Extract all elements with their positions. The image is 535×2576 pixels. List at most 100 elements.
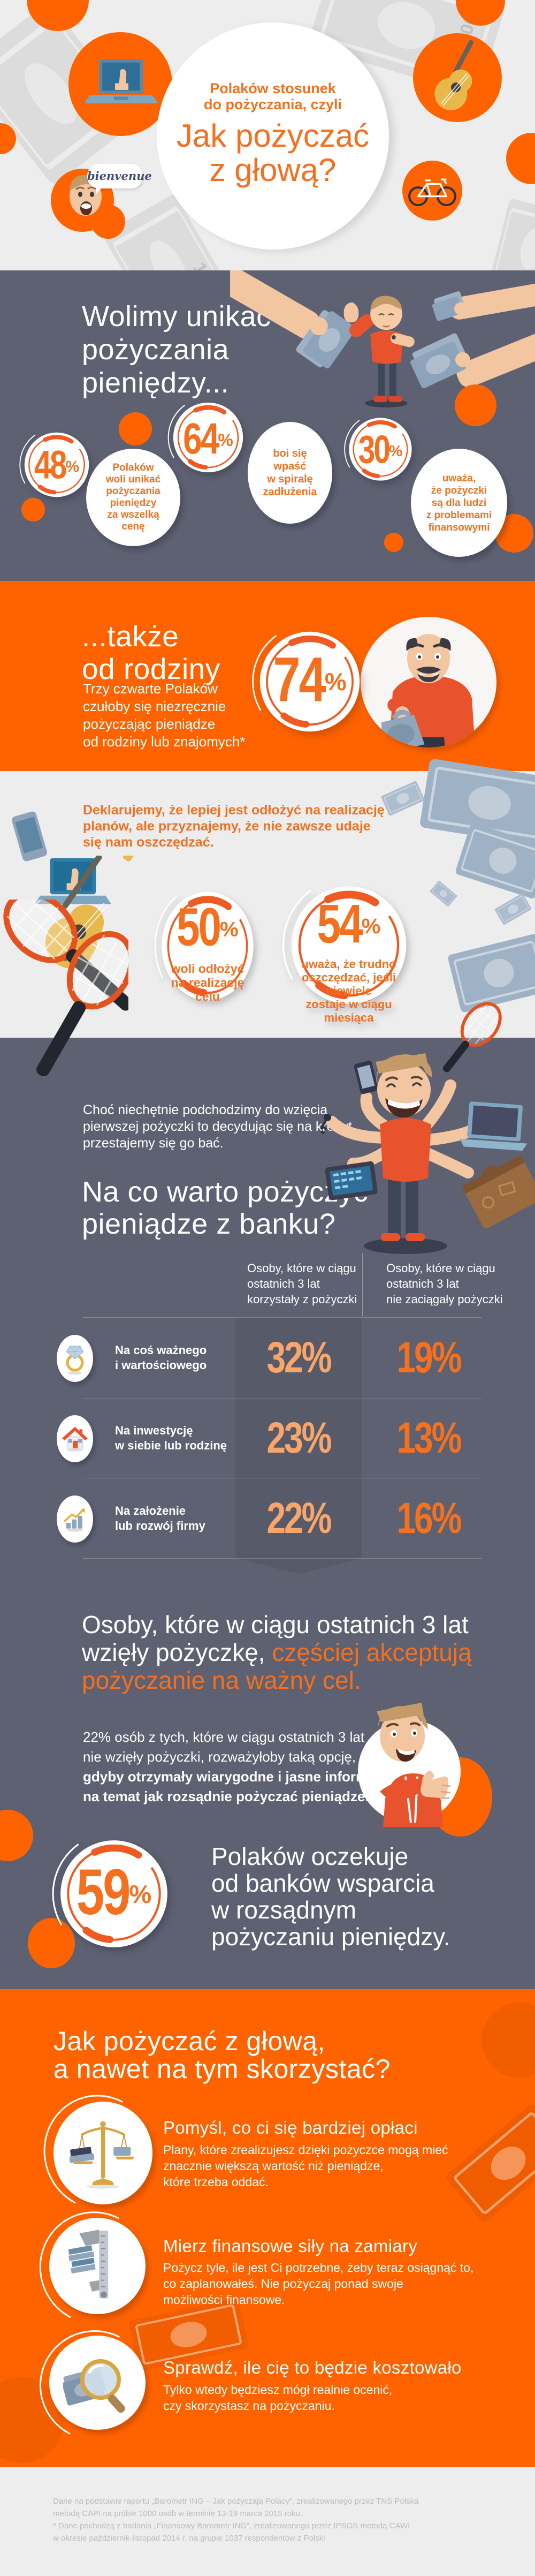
orange-dot-decoration [21,498,45,522]
stat-59-circle: 59% [49,1829,179,1959]
stat-50-percent: % [220,918,239,941]
accept-heading-line3: pożyczanie na ważny cel. [82,1666,361,1694]
bank-intro: Choć niechętnie podchodzimy do wzięcia p… [83,1102,356,1151]
stat-54-circle: 54% uważa, że trudno oszczędzać, jeśli n… [279,874,418,1024]
hand-offering-money [230,270,356,368]
business-growth-icon [63,1508,86,1532]
stat-48-description: Polaków woli unikać pożyczania pieniędzy… [86,449,180,546]
table-row-icon [57,1415,93,1462]
table-col1-header: Osoby, które w ciągu ostatnich 3 lat kor… [247,1261,357,1306]
header-section: 100 100 [0,0,535,270]
title-small-line2: do pożyczania, czyli [203,96,342,112]
orange-dot-decoration [119,412,152,445]
table-row-icon [57,1335,93,1382]
footer-section-bg [0,2467,535,2576]
tip-icon-circle [49,2218,146,2314]
stat-74-circle: 74% [249,621,370,742]
footer-source-note-2: * Dane pochodzą z badania „Finansowy Bar… [53,2521,410,2543]
orange-circle-decoration [506,133,535,184]
table-row-col2-value: 16% [396,1493,462,1543]
smartphone-icon [12,811,47,862]
table-highlight-chevron [235,1558,362,1574]
stat-30-circle: 30% [342,411,418,487]
tip-body: Pożycz tyle, ile jest Ci potrzebne, żeby… [163,2261,474,2307]
laptop-thumbsup-icon [84,59,158,103]
stat-74-percent: % [324,668,347,696]
table-row-col1-value: 23% [266,1412,332,1463]
tip-title: Sprawdź, ile cię to będzie kosztowało [163,2358,462,2377]
refusing-man [343,296,415,408]
hand-offering-money [432,283,535,321]
orange-dot-decoration [455,384,496,426]
stat-50-value: 50 [177,896,221,957]
accept-paragraph: 22% osób z tych, które w ciągu ostatnich… [83,1729,395,1804]
tips-heading: Jak pożyczać z głową, a nawet na tym sko… [54,2026,391,2084]
title-big-line2: z głową? [209,152,337,188]
orange-dot-decoration [384,533,403,552]
accept-heading-line2: wzięły pożyczkę, częściej akceptują [82,1638,472,1666]
table-row-label: Na inwestycję w siebie lub rodzinę [115,1424,227,1452]
guitar-icon [434,40,474,110]
accept-heading-line1: Osoby, które w ciągu ostatnich 3 lat [82,1611,469,1638]
stat-59-text: Polaków oczekuje od banków wsparcia w ro… [211,1842,450,1951]
table-row-col2-value: 19% [396,1332,462,1383]
table-row-col1-value: 22% [266,1493,332,1543]
tip-title: Mierz finansowe siły na zamiary [163,2236,418,2256]
tip-body: Plany, które zrealizujesz dzięki pożyczc… [163,2143,448,2189]
multitasking-man-illustration [320,1002,535,1254]
bank-heading: Na co warto pożyczyć pieniądze z banku? [82,1176,369,1240]
avoid-heading: Wolimy unikać pożyczania pieniędzy... [82,300,271,399]
table-row-label: Na coś ważnego i wartościowego [115,1343,207,1372]
speech-bubble-text: bienvenue [87,169,152,183]
stat-64-circle: 64% [166,395,250,480]
stat-59-value: 59 [76,1856,131,1928]
tip-body: Tylko wtedy będziesz mógł realnie ocenić… [163,2383,393,2413]
table-row-icon [57,1495,93,1543]
stat-74-value: 74 [273,645,326,715]
stat-64-description: boi się wpaść w spiralę zadłużenia [248,422,332,524]
table-divider [83,1317,482,1318]
bicycle-icon [408,178,456,207]
stat-64-percent: % [218,430,233,450]
stat-48-circle: 48% [18,426,96,504]
stat-30-percent: % [389,442,403,460]
laptop-thumbsup-circle [68,32,172,136]
table-highlight-column [235,1317,362,1558]
tip-icon-circle [49,2336,146,2430]
table-divider [83,1558,482,1559]
guitar-circle [413,33,502,122]
tennis-rackets-illustration [0,900,128,1076]
stat-54-value: 54 [317,893,363,955]
house-icon [62,1426,88,1452]
scales-icon [70,2121,135,2189]
bicycle-circle [402,161,462,221]
stat-54-percent: % [361,915,381,939]
thumbsup-man-illustration [358,1703,461,1827]
stat-30-description: uważa, że pożyczki są dla ludzi z proble… [411,449,507,557]
stat-50-circle: 50% woli odłożyć na realizację celu [152,880,263,1012]
title-block: Polaków stosunek do pożyczania, czyli Ja… [157,80,389,187]
hand-offering-money [410,330,535,389]
accept-heading: Osoby, które w ciągu ostatnich 3 lat wzi… [82,1611,472,1694]
magnifier-icon [63,2359,125,2413]
speech-bubble [87,164,143,188]
caliper-icon [68,2229,109,2298]
stat-30-value: 30 [358,428,391,472]
title-small-line1: Polaków stosunek [210,80,336,96]
banknote-decoration [487,197,535,270]
title-big-line1: Jak pożyczać [176,118,370,154]
table-col2-header: Osoby, które w ciągu ostatnich 3 lat nie… [386,1261,503,1306]
speech-bubble-tail [96,186,103,194]
orange-ellipse-decoration [28,1918,75,1968]
tip-icon-circle [54,2102,152,2204]
stat-48-percent: % [65,458,80,475]
table-row-col1-value: 32% [266,1332,332,1383]
title-ellipse [157,22,389,250]
family-subtext: Trzy czwarte Polaków czułoby się niezręc… [83,681,246,750]
table-row-col2-value: 13% [396,1412,462,1463]
table-row-label: Na założenie lub rozwój firmy [115,1504,205,1532]
stat-64-value: 64 [183,413,219,464]
uncle-with-bag-illustration [381,634,475,747]
table-header-divider [362,1253,363,1316]
